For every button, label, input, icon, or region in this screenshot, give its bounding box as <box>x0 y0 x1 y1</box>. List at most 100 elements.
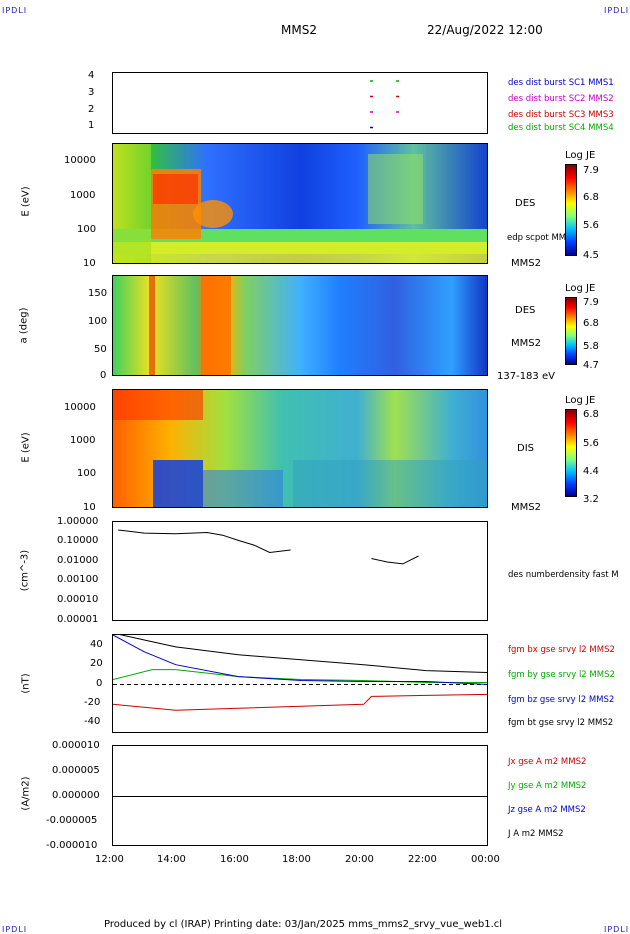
colorbar-tick: 3.2 <box>583 494 599 505</box>
colorbar-tick: 4.7 <box>583 360 599 371</box>
colorbar-tick: 5.6 <box>583 220 599 231</box>
y-tick: 0.01000 <box>57 555 99 566</box>
colorbar-tick: 5.8 <box>583 341 599 352</box>
y-tick: 10000 <box>64 155 96 166</box>
x-tick: 00:00 <box>471 854 500 865</box>
legend-sc1: des dist burst SC1 MMS1 <box>508 78 614 88</box>
series-label: des numberdensity fast M <box>508 570 619 580</box>
burst-marker <box>396 80 400 82</box>
y-tick: 0 <box>96 678 103 689</box>
legend-jz: Jz gse A m2 MMS2 <box>508 805 586 815</box>
burst-marker <box>370 95 373 98</box>
y-tick: 0.00001 <box>57 614 99 625</box>
datetime-title: 22/Aug/2022 12:00 <box>427 23 543 37</box>
y-tick: 0.000000 <box>52 790 100 801</box>
legend-sc4: des dist burst SC4 MMS4 <box>508 123 614 133</box>
y-tick: -40 <box>84 716 101 727</box>
x-tick: 14:00 <box>157 854 186 865</box>
y-tick: 40 <box>90 639 103 650</box>
colorbar-title: Log JE <box>565 150 596 161</box>
dis-energy-heatmap <box>113 390 487 507</box>
burst-marker <box>370 80 373 82</box>
des-pitch-heatmap <box>113 276 487 375</box>
y-tick: 0.00010 <box>57 594 99 605</box>
y-axis-label: E (eV) <box>20 432 32 463</box>
burst-marker <box>396 95 400 98</box>
y-tick: -20 <box>84 697 101 708</box>
burst-plot <box>370 80 400 129</box>
y-tick: 150 <box>88 288 108 299</box>
burst-marker <box>370 111 373 113</box>
y-tick: -0.000010 <box>46 840 98 851</box>
colorbar-tick: 7.9 <box>583 165 599 176</box>
spacecraft-label: MMS2 <box>511 502 541 513</box>
y-tick: 1000 <box>70 190 96 201</box>
y-tick: 0.10000 <box>57 535 99 546</box>
field-line-bx <box>113 693 487 711</box>
y-tick: 10000 <box>64 402 96 413</box>
y-tick: 50 <box>94 344 107 355</box>
legend-jx: Jx gse A m2 MMS2 <box>508 757 587 767</box>
legend-bt: fgm bt gse srvy l2 MMS2 <box>508 718 614 728</box>
colorbar-title: Log JE <box>565 283 596 294</box>
y-axis-label: E (eV) <box>20 186 32 217</box>
magnetic-field-plot <box>113 635 487 711</box>
y-tick: 0 <box>100 370 107 381</box>
x-tick: 20:00 <box>345 854 374 865</box>
field-line-bz <box>113 635 487 685</box>
colorbar <box>565 409 577 497</box>
colorbar-tick: 5.6 <box>583 438 599 449</box>
y-axis-label: (nT) <box>20 673 32 694</box>
y-tick: 100 <box>77 224 97 235</box>
y-tick: -0.000005 <box>46 815 98 826</box>
legend-by: fgm by gse srvy l2 MMS2 <box>508 670 615 680</box>
spacecraft-label: MMS2 <box>511 258 541 269</box>
y-tick: 1000 <box>70 435 96 446</box>
y-tick: 0.000005 <box>52 765 100 776</box>
y-tick: 10 <box>83 502 96 513</box>
spacecraft-title: MMS2 <box>281 23 317 37</box>
y-axis-label: a (deg) <box>18 307 30 344</box>
y-tick: 3 <box>88 87 95 98</box>
corner-label-top-right: IPDLI <box>604 6 630 15</box>
footer-credits: Produced by cl (IRAP) Printing date: 03/… <box>104 919 503 930</box>
y-tick: 10 <box>83 258 96 269</box>
x-tick: 12:00 <box>95 854 124 865</box>
field-line-bt <box>119 635 487 674</box>
y-tick: 1 <box>88 120 95 131</box>
legend-sc2: des dist burst SC2 MMS2 <box>508 94 614 104</box>
density-panel <box>112 521 488 621</box>
legend-bx: fgm bx gse srvy l2 MMS2 <box>508 645 615 655</box>
corner-label-bottom-left: IPDLI <box>2 925 28 934</box>
legend-jy: Jy gse A m2 MMS2 <box>508 781 587 791</box>
density-line <box>118 529 291 554</box>
overlay-label: edp scpot MMS2 <box>507 233 577 243</box>
density-plot <box>118 529 419 565</box>
y-tick: 0.000010 <box>52 740 100 751</box>
x-tick: 22:00 <box>408 854 437 865</box>
colorbar-tick: 4.5 <box>583 250 599 261</box>
legend-bz: fgm bz gse srvy l2 MMS2 <box>508 695 615 705</box>
burst-marker <box>396 111 400 113</box>
y-tick: 0.00100 <box>57 574 99 585</box>
instrument-label: DIS <box>517 443 534 454</box>
instrument-label: DES <box>515 305 536 316</box>
y-axis-label: (A/m2) <box>20 776 32 811</box>
burst-marker <box>370 126 373 129</box>
current-density-panel <box>112 745 488 846</box>
colorbar-tick: 4.4 <box>583 466 599 477</box>
legend-j: J A m2 MMS2 <box>508 829 564 839</box>
colorbar-title: Log JE <box>565 395 596 406</box>
density-line <box>371 555 419 565</box>
y-axis-label: (cm^-3) <box>19 549 31 592</box>
spacecraft-label: MMS2 <box>511 338 541 349</box>
y-tick: 20 <box>90 658 103 669</box>
colorbar <box>565 297 577 365</box>
current-density-plot <box>113 796 487 797</box>
energy-range-label: 137-183 eV <box>497 371 555 382</box>
x-tick: 16:00 <box>220 854 249 865</box>
y-tick: 100 <box>88 316 108 327</box>
y-tick: 100 <box>77 468 97 479</box>
magnetic-field-panel <box>112 634 488 733</box>
y-tick: 4 <box>88 70 95 81</box>
